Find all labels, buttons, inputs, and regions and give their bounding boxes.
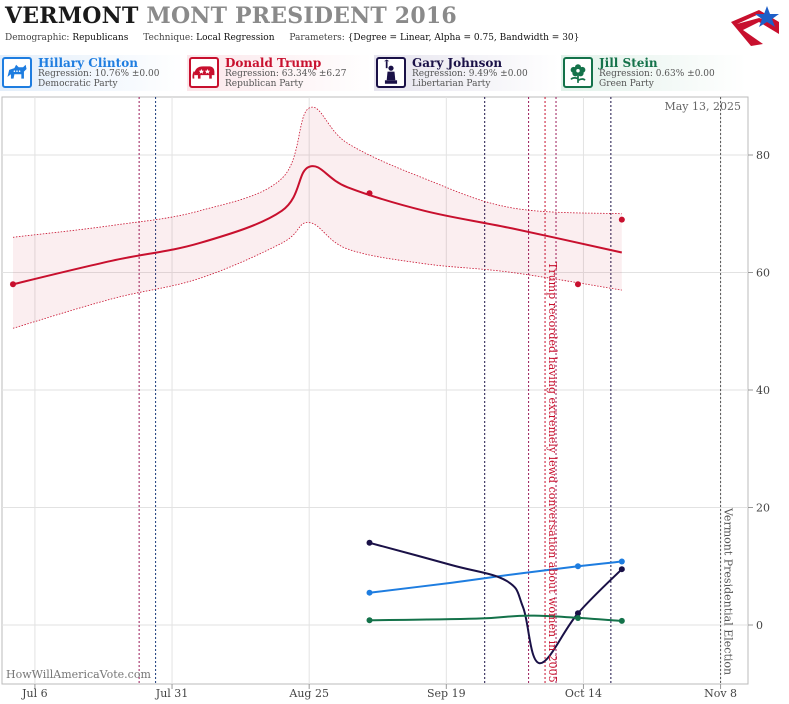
demographic-label: Demographic:	[5, 33, 70, 43]
poll-point	[366, 190, 373, 197]
poll-point	[574, 563, 581, 570]
site-logo-icon	[731, 6, 779, 46]
technique-value: Local Regression	[196, 33, 275, 43]
page-title: VERMONT MONT PRESIDENT 2016	[5, 3, 457, 29]
x-tick-label: Jul 6	[21, 687, 48, 700]
trend-line	[369, 614, 622, 622]
trend-line	[369, 541, 623, 665]
y-tick-label: 20	[756, 502, 770, 515]
candidate-regression: Regression: 0.63% ±0.00	[599, 69, 715, 79]
candidate-party: Republican Party	[225, 79, 304, 89]
poll-point	[366, 589, 373, 596]
poll-point	[366, 617, 373, 624]
candidate-party: Democratic Party	[38, 79, 118, 89]
candidate-card-stein[interactable]: Jill Stein Regression: 0.63% ±0.00 Green…	[561, 55, 746, 91]
y-tick-label: 80	[756, 149, 770, 162]
event-label: Vermont Presidential Election	[722, 507, 735, 675]
poll-point	[618, 216, 625, 223]
poll-point	[574, 610, 581, 617]
poll-point	[618, 558, 625, 565]
band-upper-line	[12, 106, 622, 238]
poll-point	[618, 566, 625, 573]
y-tick-label: 0	[756, 619, 763, 632]
poll-point	[574, 614, 581, 621]
trend-line	[12, 165, 623, 286]
trend-line	[369, 560, 622, 594]
candidate-party: Green Party	[599, 79, 654, 89]
candidate-regression: Regression: 9.49% ±0.00	[412, 69, 528, 79]
x-tick-label: Oct 14	[565, 687, 602, 700]
poll-point	[574, 281, 581, 288]
y-tick-label: 60	[756, 267, 770, 280]
y-tick-label: 40	[756, 384, 770, 397]
x-tick-label: Jul 31	[155, 687, 189, 700]
demographic-value: Republicans	[72, 33, 129, 43]
poll-point	[366, 539, 373, 546]
candidate-name: Donald Trump	[225, 56, 322, 70]
candidate-name: Gary Johnson	[412, 56, 503, 70]
x-tick-label: Sep 19	[427, 687, 466, 700]
poll-point	[9, 281, 16, 288]
candidate-card-clinton[interactable]: Hillary Clinton Regression: 10.76% ±0.00…	[0, 55, 185, 91]
band-lower-line	[12, 222, 622, 329]
candidate-name: Jill Stein	[599, 56, 658, 70]
confidence-band	[13, 107, 622, 329]
candidate-name: Hillary Clinton	[38, 56, 138, 70]
donkey-icon	[2, 57, 32, 88]
elephant-icon	[189, 57, 219, 88]
event-label: Trump recorded having extremely lewd con…	[546, 262, 559, 683]
candidate-regression: Regression: 10.76% ±0.00	[38, 69, 160, 79]
date-stamp: May 13, 2025	[664, 100, 741, 113]
parameters-value: {Degree = Linear, Alpha = 0.75, Bandwidt…	[347, 33, 580, 43]
x-tick-label: Nov 8	[704, 687, 737, 700]
candidate-card-johnson[interactable]: Gary Johnson Regression: 9.49% ±0.00 Lib…	[374, 55, 559, 91]
candidate-card-trump[interactable]: Donald Trump Regression: 63.34% ±6.27 Re…	[187, 55, 372, 91]
flower-icon	[563, 57, 593, 88]
title-rest: MONT PRESIDENT 2016	[146, 3, 457, 29]
technique-label: Technique:	[143, 33, 194, 43]
site-credit: HowWillAmericaVote.com	[6, 668, 151, 681]
parameters-label: Parameters:	[289, 33, 345, 43]
x-tick-label: Aug 25	[288, 687, 329, 700]
liberty-statue-icon	[376, 57, 406, 88]
poll-point	[618, 617, 625, 624]
title-state: VERMONT	[5, 3, 139, 29]
parameters-row: Demographic: Republicans Technique: Loca…	[5, 33, 591, 43]
candidate-party: Libertarian Party	[412, 79, 491, 89]
candidate-regression: Regression: 63.34% ±6.27	[225, 69, 347, 79]
